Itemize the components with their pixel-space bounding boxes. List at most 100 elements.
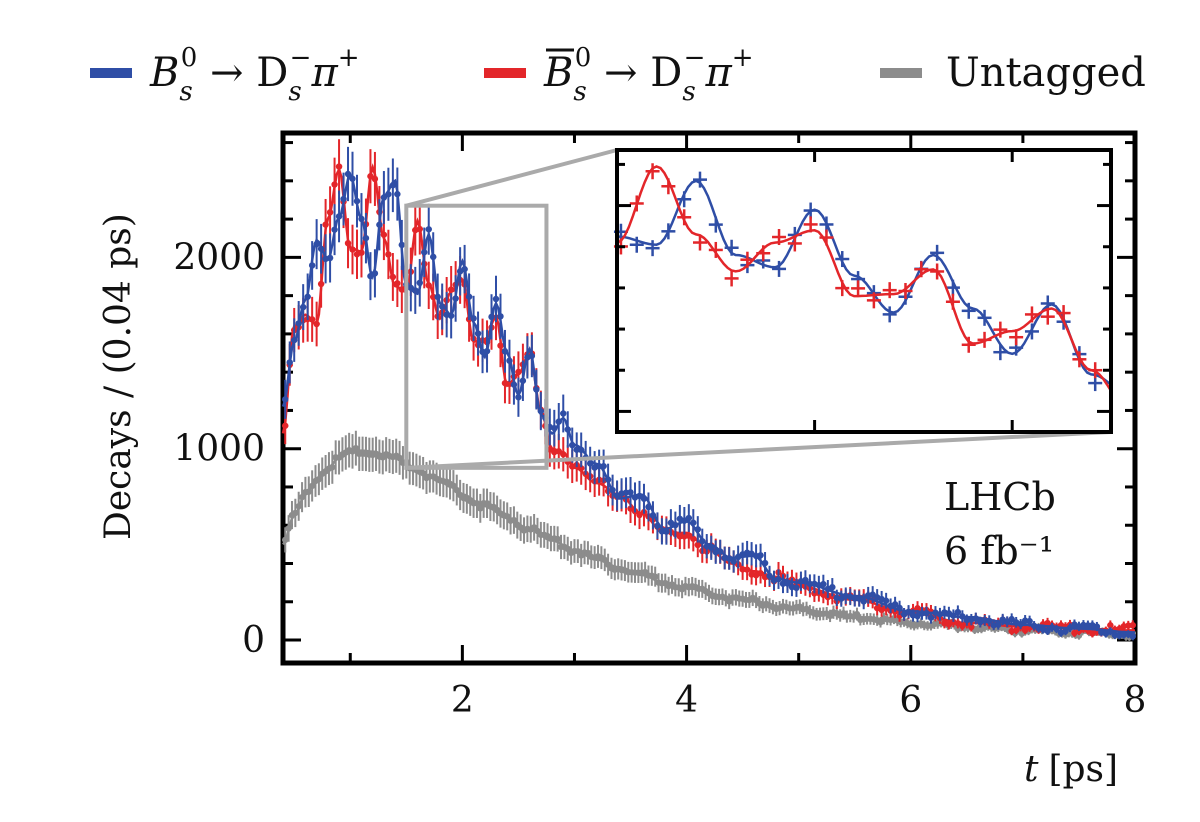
data-point-bs [286, 341, 293, 384]
data-point-bs [551, 409, 558, 447]
data-point-bs [829, 578, 836, 597]
data-point-bsbar [394, 259, 401, 308]
data-point-bsbar [416, 203, 423, 255]
data-point-bs [954, 605, 962, 619]
data-point-bs [645, 492, 652, 522]
data-point-bs [860, 593, 867, 610]
inset-data-point-bsbar [961, 336, 976, 353]
data-point-untagged [678, 580, 686, 599]
data-point-bs [430, 232, 437, 282]
inset-data-point-bsbar [772, 229, 787, 246]
data-point-untagged [473, 488, 481, 518]
data-point-bs [636, 480, 643, 512]
inset-data-point-bsbar [1040, 308, 1055, 325]
data-point-bs [578, 432, 585, 468]
experiment-label: LHCb [944, 475, 1056, 519]
data-point-bsbar [308, 296, 316, 342]
data-point-bs [600, 449, 607, 483]
inset-data-point-bs [835, 251, 850, 268]
inset-data-point-bs [708, 216, 723, 233]
data-point-bsbar [344, 218, 352, 269]
data-point-bs [1066, 623, 1074, 633]
legend-label-untagged: Untagged [946, 50, 1146, 96]
data-point-bs [371, 249, 379, 298]
data-point-untagged [483, 488, 491, 519]
y-tick-label: 1000 [173, 429, 265, 470]
data-point-bs [416, 259, 423, 307]
data-point-untagged [578, 543, 585, 567]
data-point-untagged [285, 515, 292, 542]
data-point-bsbar [560, 437, 567, 472]
data-point-bs [533, 369, 540, 410]
data-point-bsbar [694, 532, 701, 558]
inset-data-point-bs [803, 202, 818, 219]
inset-data-point-bs [724, 239, 739, 256]
data-point-untagged [675, 578, 682, 597]
data-point-untagged [510, 506, 518, 534]
data-point-bs [690, 509, 697, 537]
data-point-untagged [651, 566, 659, 587]
data-point-untagged [295, 491, 302, 521]
data-point-untagged [453, 474, 460, 506]
data-point-bs [672, 511, 679, 539]
data-point-bs [1053, 624, 1060, 634]
data-point-bs [438, 283, 446, 330]
data-point-untagged [601, 548, 608, 572]
data-point-bs [524, 336, 531, 379]
inset-data-point-bsbar [708, 241, 723, 258]
inset-data-point-bs [677, 191, 692, 208]
inset-data-point-bsbar [724, 270, 739, 287]
data-point-untagged [477, 493, 484, 523]
data-point-bs [1004, 616, 1011, 628]
x-tick-label: 8 [1124, 680, 1147, 721]
data-point-bs [421, 227, 428, 278]
inset-data-point-bsbar [803, 216, 818, 233]
data-point-untagged [335, 440, 343, 475]
data-point-bs [488, 294, 495, 340]
data-point-bs [717, 539, 724, 564]
data-point-bs [385, 167, 392, 221]
data-point-bs [1107, 627, 1114, 636]
data-point-untagged [810, 606, 817, 620]
data-point-bs [856, 590, 863, 607]
data-point-bs [1017, 619, 1024, 630]
main-tick-labels: 2 4 6 8 0 1000 2000 [173, 237, 1146, 721]
data-point-bs [950, 609, 957, 622]
data-point-bs [1026, 615, 1033, 627]
inset-data-point-bsbar [1088, 362, 1103, 379]
data-point-bs [649, 501, 657, 530]
data-point-bs [412, 266, 419, 314]
inset-data-point-bsbar [930, 263, 945, 280]
zoom-connector-bottom [406, 430, 1112, 470]
data-point-bs [959, 610, 966, 623]
data-point-bs [972, 612, 980, 625]
legend-item-bs: Bs0 → Ds−π+ [90, 43, 360, 107]
data-point-untagged [308, 470, 316, 502]
data-point-bs [344, 146, 352, 202]
zoom-connector-top [405, 148, 618, 208]
legend-label-bs: Bs0 → Ds−π+ [149, 43, 360, 107]
y-tick-label: 2000 [173, 237, 265, 278]
data-point-bs [654, 512, 661, 540]
data-point-bs [761, 552, 769, 575]
data-point-bs [313, 219, 320, 270]
data-point-untagged [349, 434, 356, 469]
zoom-rectangle [404, 203, 549, 470]
data-point-bs [461, 244, 468, 294]
data-point-bs [891, 596, 899, 612]
data-point-bs [995, 619, 1002, 630]
data-point-untagged [396, 440, 403, 475]
data-point-bs [927, 611, 935, 624]
data-point-bs [627, 477, 634, 508]
data-point-bsbar [371, 151, 379, 206]
data-point-untagged [554, 526, 561, 552]
data-point-bs [923, 606, 930, 620]
data-point-bs [663, 518, 670, 545]
data-point-bs [1008, 613, 1015, 625]
data-point-bs [447, 293, 455, 339]
data-point-bs [380, 171, 388, 224]
data-point-untagged [584, 541, 592, 565]
data-point-bs [376, 199, 383, 251]
data-point-untagged [329, 450, 336, 484]
inset-data-point-bs [645, 240, 660, 257]
